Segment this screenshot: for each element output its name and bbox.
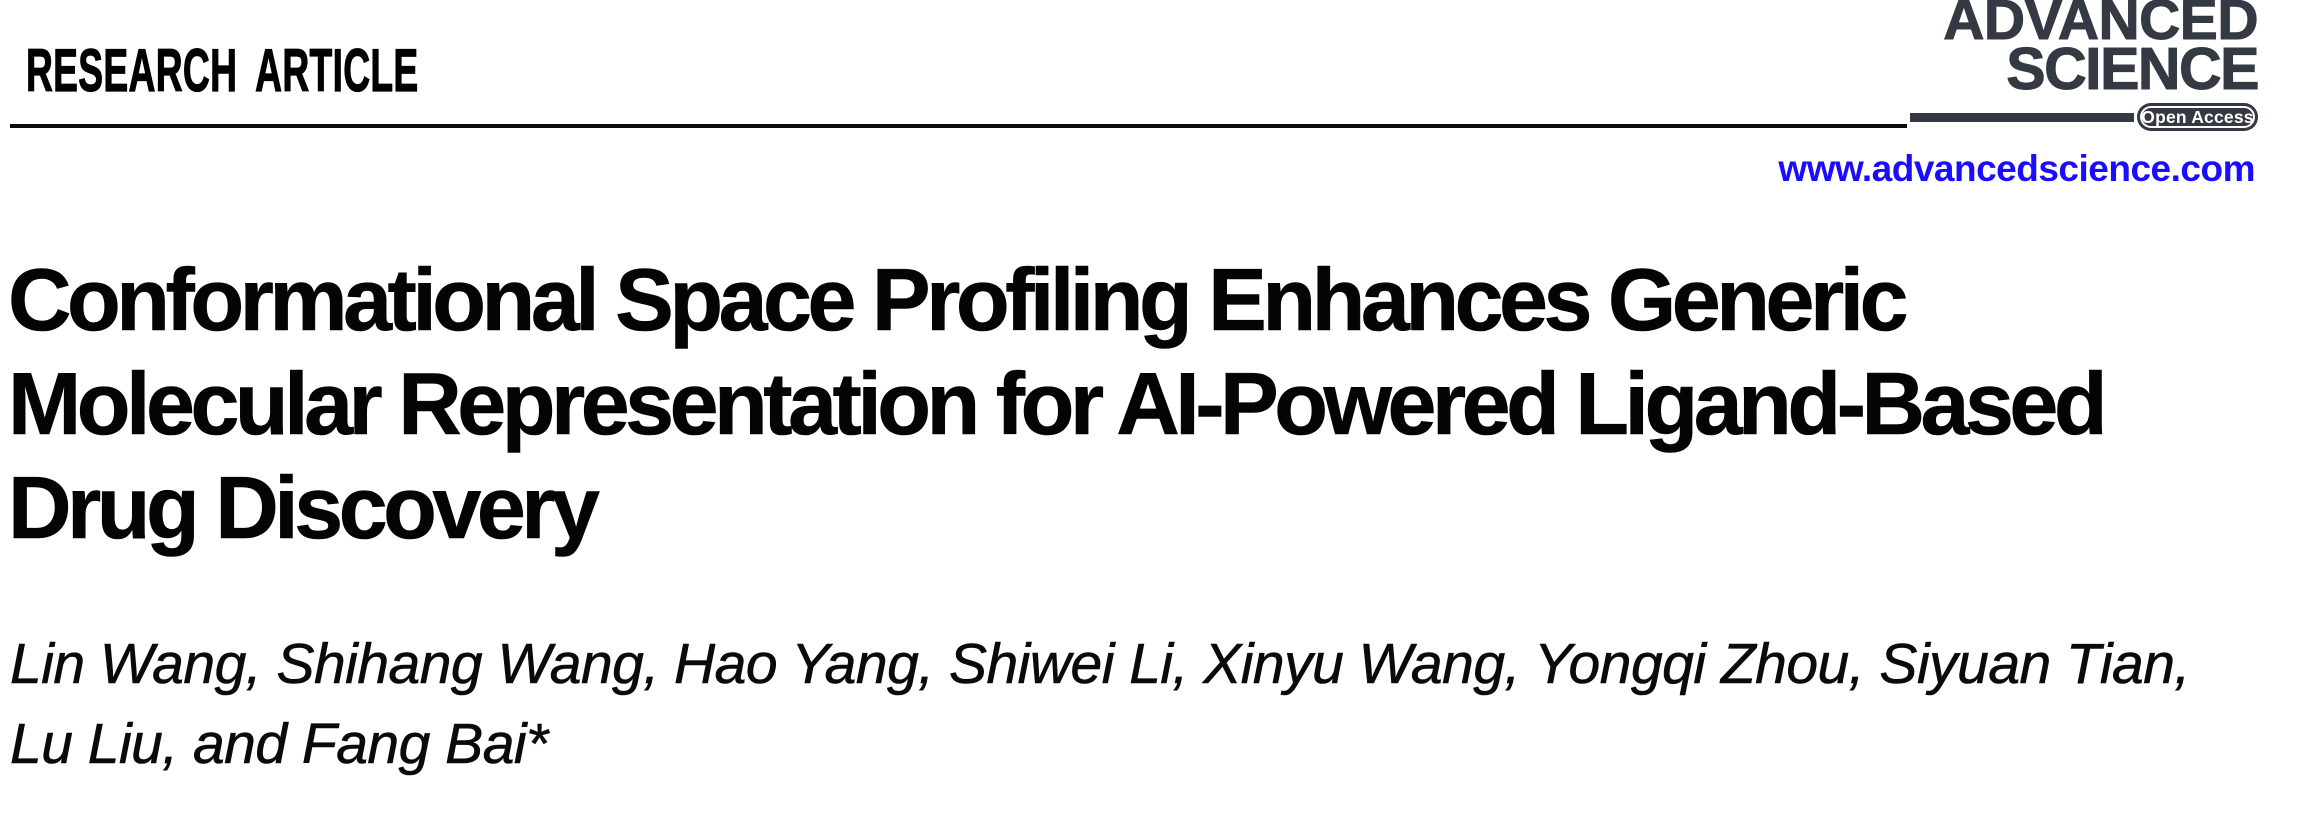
article-title-line-2: Molecular Representation for AI-Powered … [8, 354, 2108, 454]
article-title-line-3: Drug Discovery [8, 458, 601, 558]
article-type-label: RESEARCH ARTICLE [26, 36, 419, 104]
journal-website-link[interactable]: www.advancedscience.com [1778, 148, 2255, 189]
author-list: Lin Wang, Shihang Wang, Hao Yang, Shiwei… [10, 624, 2191, 784]
journal-logo: ADVANCED SCIENCE Open Access [1910, 0, 2260, 131]
journal-wordmark-science: SCIENCE [2006, 36, 2260, 102]
journal-logo-bar [1910, 112, 2134, 122]
article-title: Conformational Space Profiling Enhances … [8, 248, 2108, 560]
journal-wordmark-advanced: ADVANCED [1943, 0, 2259, 52]
author-list-line-1: Lin Wang, Shihang Wang, Hao Yang, Shiwei… [10, 632, 2191, 697]
header-divider [10, 124, 1907, 128]
article-title-line-1: Conformational Space Profiling Enhances … [8, 250, 1909, 350]
author-list-line-2: Lu Liu, and Fang Bai* [10, 712, 549, 777]
journal-logo-bar-row: Open Access [1910, 103, 2258, 131]
open-access-badge: Open Access [2137, 103, 2258, 131]
